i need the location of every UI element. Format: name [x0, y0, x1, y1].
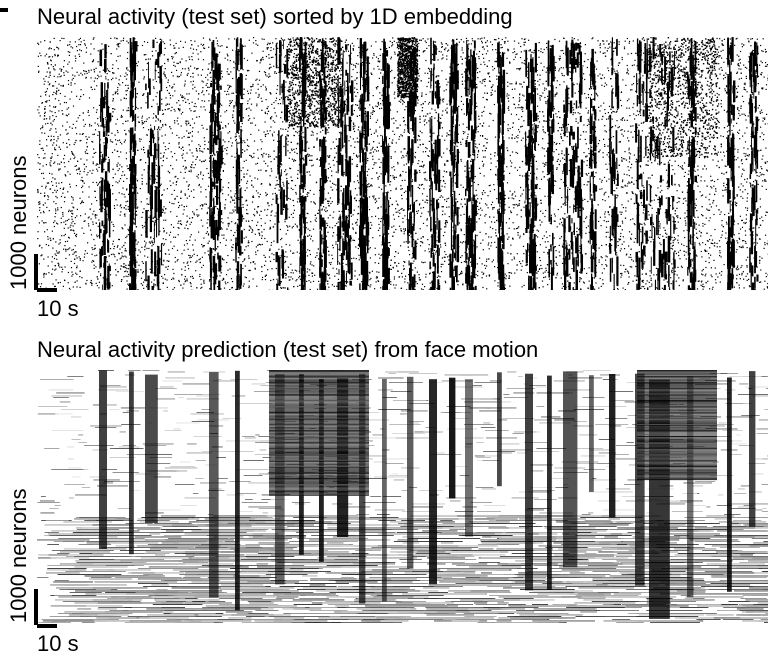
time-scale-label: 10 s [37, 631, 79, 656]
y-axis-label: 1000 neurons [6, 155, 31, 290]
y-axis-label: 1000 neurons [6, 488, 31, 623]
prediction-raster [37, 370, 768, 623]
neural-activity-raster [37, 37, 768, 290]
time-scale-label: 10 s [37, 296, 79, 321]
time-scale-bar [37, 624, 57, 628]
panel-title: Neural activity (test set) sorted by 1D … [37, 4, 513, 29]
time-scale-bar [37, 288, 57, 292]
neurons-scale-bar [34, 589, 38, 625]
corner-mark [0, 8, 8, 12]
neurons-scale-bar [34, 254, 38, 290]
panel-title: Neural activity prediction (test set) fr… [37, 337, 539, 362]
